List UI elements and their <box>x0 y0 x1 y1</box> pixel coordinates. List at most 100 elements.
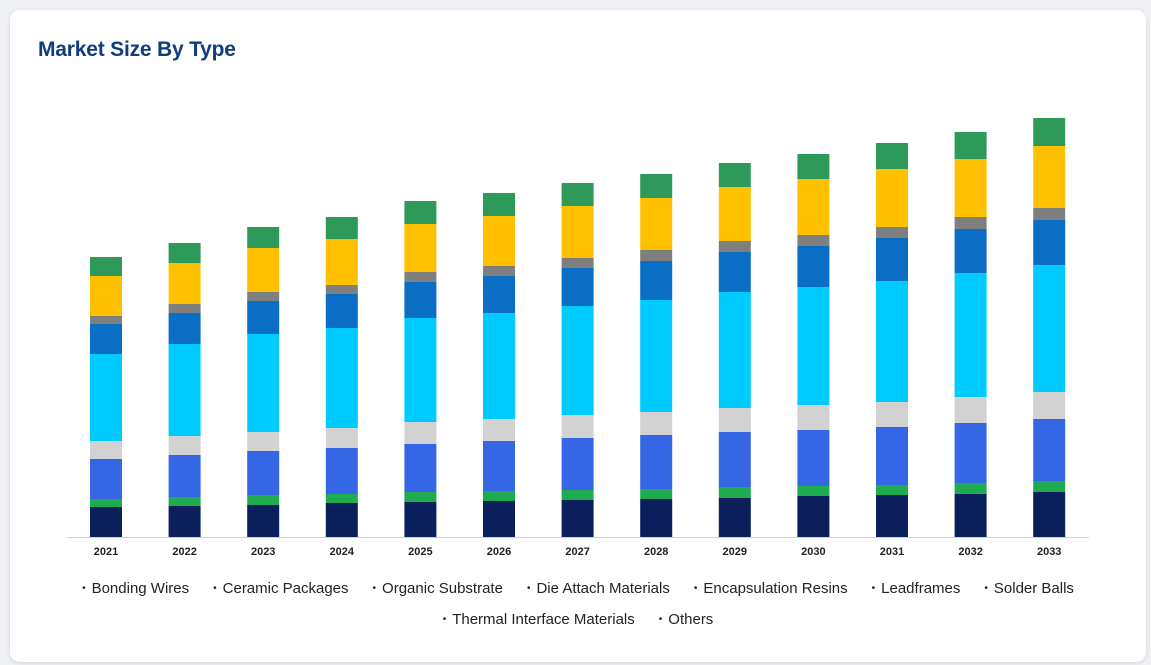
x-tick-label: 2032 <box>958 546 982 558</box>
bar-segment <box>168 455 201 497</box>
bar-segment <box>640 174 673 198</box>
bar-stack-2024 <box>325 217 358 537</box>
bar-segment <box>1033 492 1066 537</box>
legend-item: • Bonding Wires <box>82 580 189 597</box>
bar-segment <box>483 266 515 276</box>
bar-stack-2031 <box>876 143 908 537</box>
bar-segment <box>640 412 673 435</box>
bar-segment <box>168 506 201 537</box>
bar-segment <box>718 487 751 498</box>
bar-segment <box>797 179 830 235</box>
bar-segment <box>640 489 673 499</box>
bar-segment <box>561 268 594 306</box>
bar-segment <box>561 306 594 415</box>
legend-bullet-icon: • <box>658 614 663 625</box>
bar-segment <box>561 500 594 537</box>
bar-segment <box>797 430 830 486</box>
bar-segment <box>876 485 908 495</box>
legend-item: • Ceramic Packages <box>213 580 348 597</box>
bar-segment <box>718 408 751 432</box>
bar-segment <box>876 169 908 227</box>
bar-segment <box>90 459 122 499</box>
bar-segment <box>90 276 122 316</box>
bar-segment <box>954 494 987 537</box>
bar-segment <box>640 261 673 300</box>
legend-label: Encapsulation Resins <box>703 580 848 597</box>
legend-item: • Thermal Interface Materials <box>443 611 635 628</box>
legend-item: • Encapsulation Resins <box>694 580 848 597</box>
bar-segment <box>404 272 437 282</box>
bar-segment <box>404 422 437 444</box>
bar-segment <box>404 492 437 502</box>
bar-segment <box>876 402 908 427</box>
bar-segment <box>404 224 437 272</box>
bar-segment <box>718 498 751 537</box>
legend-bullet-icon: • <box>82 583 86 594</box>
legend-bullet-icon: • <box>372 583 377 594</box>
bar-stack-2025 <box>404 201 437 537</box>
bar-segment <box>954 159 987 217</box>
bar-segment <box>718 163 751 187</box>
bar-segment <box>168 436 201 455</box>
legend-item: • Leadframes <box>872 580 961 597</box>
bar-segment <box>483 313 515 419</box>
bar-stack-2022 <box>168 243 201 537</box>
bar-segment <box>168 304 201 313</box>
bar-segment <box>247 248 280 292</box>
bar-segment <box>797 246 830 287</box>
bar-segment <box>247 495 280 505</box>
bar-segment <box>325 294 358 328</box>
bar-segment <box>247 505 280 537</box>
bar-segment <box>954 423 987 483</box>
bar-stack-2021 <box>90 257 122 537</box>
bar-stack-2027 <box>561 183 594 537</box>
bar-segment <box>640 198 673 250</box>
bar-segment <box>168 344 201 436</box>
x-tick-label: 2025 <box>408 546 432 558</box>
bar-segment <box>90 354 122 441</box>
chart-card: Market Size By Type 2021 2022 2023 2024 2025… <box>10 10 1146 662</box>
legend-bullet-icon: • <box>984 583 988 594</box>
legend-bullet-icon: • <box>693 583 698 594</box>
bar-segment <box>483 501 515 537</box>
bar-segment <box>718 187 751 241</box>
bar-segment <box>483 193 515 216</box>
bar-segment <box>561 206 594 258</box>
legend-bullet-icon: • <box>526 583 531 594</box>
bar-segment <box>954 229 987 273</box>
x-tick-label: 2026 <box>487 546 511 558</box>
bar-segment <box>325 285 358 294</box>
stacked-bar-chart: 2021 2022 2023 2024 2025 2026 2027 2028 2029 2030… <box>67 118 1089 558</box>
bar-segment <box>797 154 830 179</box>
bar-stack-2030 <box>797 154 830 537</box>
bar-segment <box>876 238 908 281</box>
bar-segment <box>404 201 437 224</box>
legend-item: • Others <box>659 611 714 628</box>
bar-segment <box>561 183 594 206</box>
bar-segment <box>168 313 201 344</box>
bar-segment <box>325 328 358 428</box>
bar-segment <box>876 143 908 169</box>
bar-segment <box>718 432 751 487</box>
bar-segment <box>1033 118 1066 146</box>
bar-segment <box>640 435 673 489</box>
x-tick-label: 2030 <box>801 546 825 558</box>
bar-segment <box>247 451 280 495</box>
bar-segment <box>247 292 280 301</box>
bar-segment <box>483 419 515 441</box>
bar-segment <box>561 438 594 490</box>
bar-stack-2032 <box>954 132 987 537</box>
legend-label: Thermal Interface Materials <box>452 611 635 628</box>
bar-segment <box>90 316 122 324</box>
bar-stack-2033 <box>1033 118 1066 537</box>
x-tick-label: 2027 <box>565 546 589 558</box>
bar-segment <box>90 324 122 354</box>
bar-stack-2028 <box>640 174 673 537</box>
bar-segment <box>876 495 908 537</box>
bar-segment <box>1033 392 1066 419</box>
bar-segment <box>325 239 358 285</box>
bar-segment <box>483 491 515 501</box>
bar-segment <box>404 502 437 537</box>
bar-segment <box>561 258 594 268</box>
x-tick-label: 2022 <box>172 546 196 558</box>
